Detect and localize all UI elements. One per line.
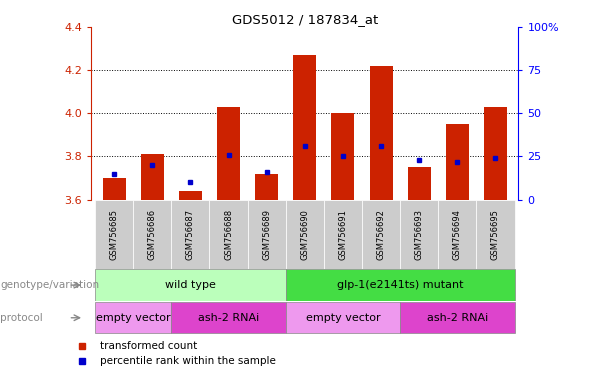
Bar — [179, 191, 202, 200]
Bar — [171, 200, 210, 269]
Bar — [255, 174, 278, 200]
Bar — [286, 200, 324, 269]
Bar — [247, 200, 286, 269]
Text: GSM756693: GSM756693 — [415, 209, 423, 260]
Text: glp-1(e2141ts) mutant: glp-1(e2141ts) mutant — [337, 280, 464, 290]
Text: transformed count: transformed count — [100, 341, 197, 351]
Text: GSM756685: GSM756685 — [110, 209, 118, 260]
Text: GSM756688: GSM756688 — [224, 209, 233, 260]
Bar — [477, 200, 515, 269]
Bar — [133, 200, 171, 269]
Bar — [446, 124, 469, 200]
Bar — [408, 167, 431, 200]
Text: empty vector: empty vector — [96, 313, 171, 323]
Text: ash-2 RNAi: ash-2 RNAi — [198, 313, 259, 323]
Text: percentile rank within the sample: percentile rank within the sample — [100, 356, 276, 366]
Text: GSM756694: GSM756694 — [453, 209, 462, 260]
Bar — [438, 200, 477, 269]
Text: GSM756692: GSM756692 — [376, 209, 386, 260]
Bar — [210, 200, 247, 269]
Bar — [171, 302, 286, 333]
Bar — [324, 200, 362, 269]
Text: GSM756689: GSM756689 — [262, 209, 271, 260]
Text: GSM756695: GSM756695 — [491, 209, 500, 260]
Text: GSM756690: GSM756690 — [300, 209, 309, 260]
Text: GSM756687: GSM756687 — [186, 209, 195, 260]
Bar — [217, 107, 240, 200]
Bar — [95, 302, 171, 333]
Text: genotype/variation: genotype/variation — [0, 280, 99, 290]
Bar — [362, 200, 400, 269]
Bar — [484, 107, 507, 200]
Text: GSM756686: GSM756686 — [148, 209, 157, 260]
Bar — [400, 302, 515, 333]
Bar — [95, 270, 286, 301]
Text: wild type: wild type — [165, 280, 216, 290]
Bar — [332, 113, 355, 200]
Bar — [286, 302, 400, 333]
Text: GSM756691: GSM756691 — [339, 209, 348, 260]
Text: empty vector: empty vector — [306, 313, 380, 323]
Bar — [102, 178, 125, 200]
Bar — [400, 200, 438, 269]
Bar — [293, 55, 316, 200]
Text: protocol: protocol — [0, 313, 43, 323]
Bar — [95, 200, 133, 269]
Bar — [141, 154, 164, 200]
Bar — [286, 270, 515, 301]
Text: ash-2 RNAi: ash-2 RNAi — [426, 313, 488, 323]
Title: GDS5012 / 187834_at: GDS5012 / 187834_at — [231, 13, 378, 26]
Bar — [370, 66, 392, 200]
